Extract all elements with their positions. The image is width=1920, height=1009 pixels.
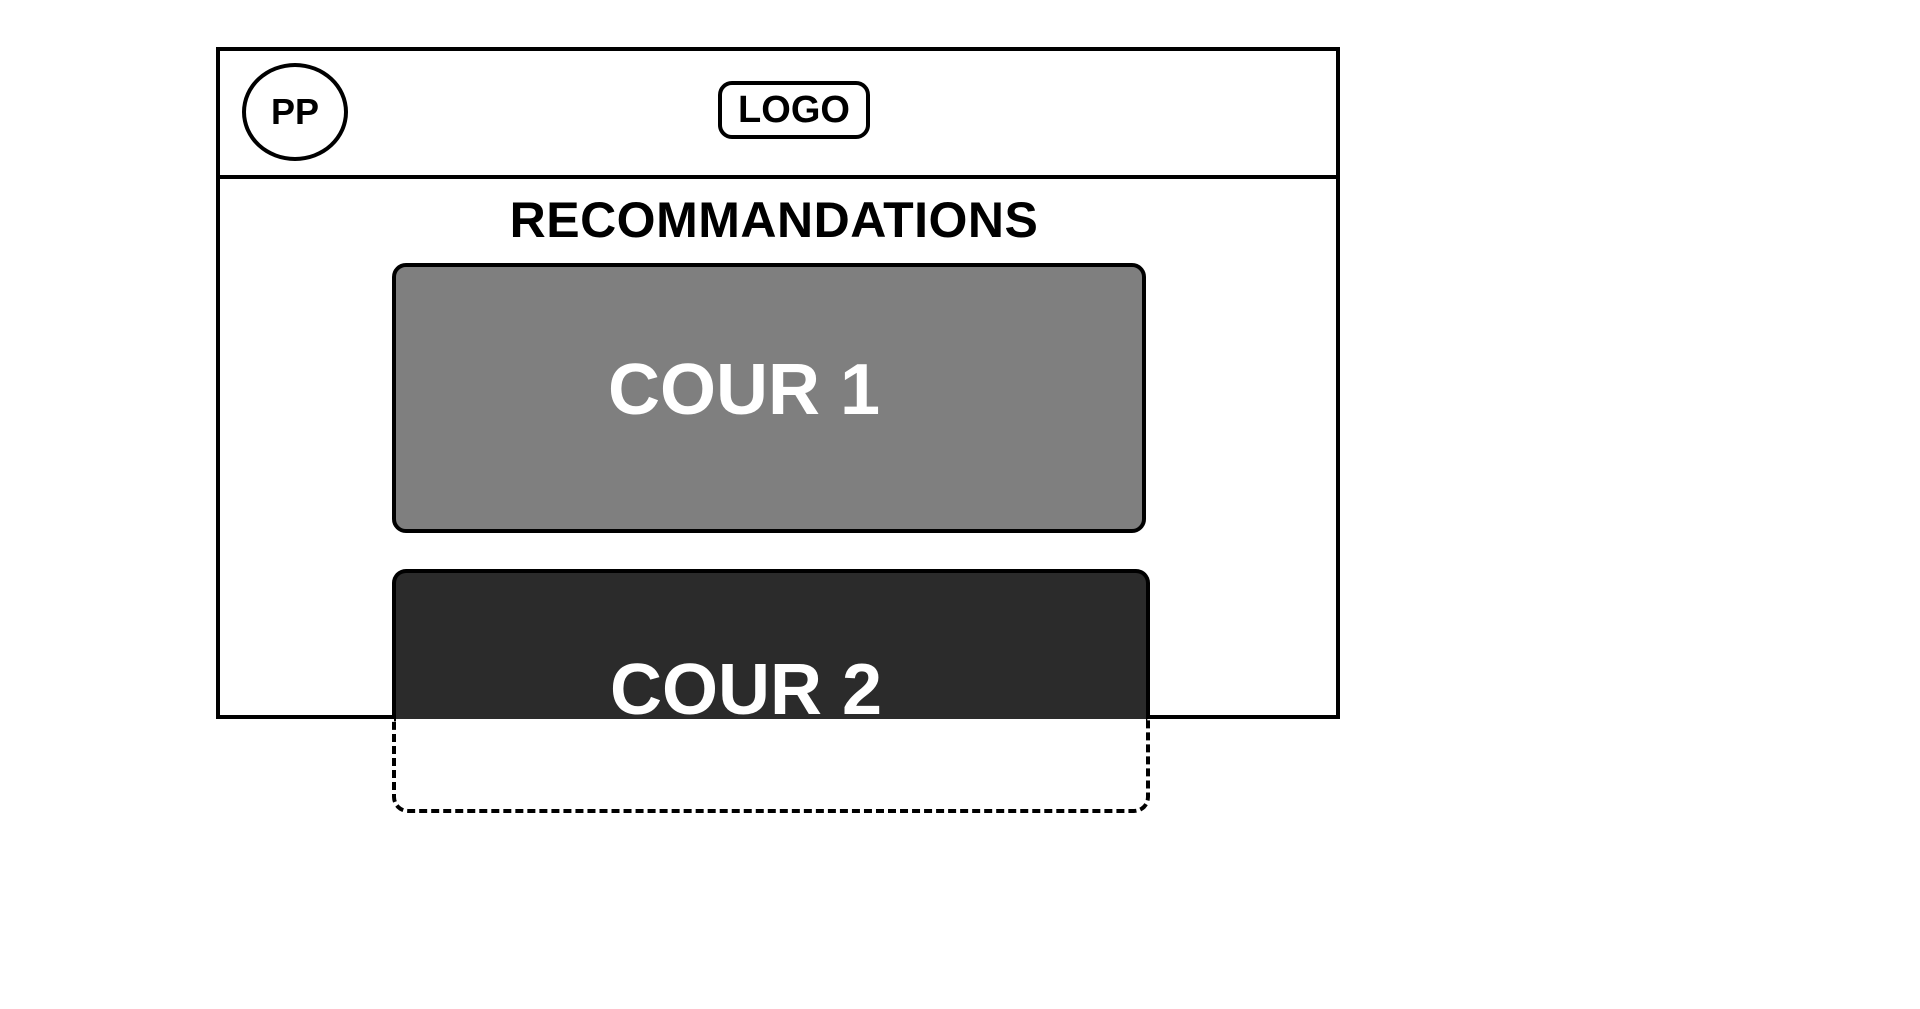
avatar-initials: PP <box>270 91 320 132</box>
app-header: PP LOGO <box>220 51 1336 179</box>
course-card-label: COUR 1 <box>607 350 881 430</box>
app-logo: LOGO <box>718 81 870 139</box>
course-card-label: COUR 2 <box>609 650 883 730</box>
profile-avatar-button[interactable]: PP <box>242 63 348 161</box>
recommendations-heading: RECOMMANDATIONS <box>509 192 1039 248</box>
scroll-overflow-outline <box>392 717 1150 813</box>
course-card-2[interactable]: COUR 2 <box>392 569 1150 730</box>
logo-text: LOGO <box>738 88 850 131</box>
course-card-1[interactable]: COUR 1 <box>392 263 1146 533</box>
